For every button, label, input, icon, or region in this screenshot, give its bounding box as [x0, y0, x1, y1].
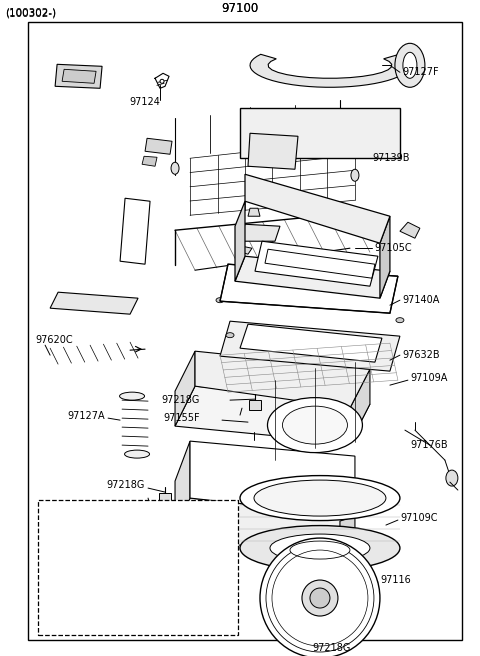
Polygon shape	[400, 222, 420, 238]
Polygon shape	[62, 70, 96, 83]
Ellipse shape	[240, 476, 400, 521]
Polygon shape	[235, 256, 390, 298]
Polygon shape	[299, 632, 311, 642]
Polygon shape	[238, 246, 252, 255]
Ellipse shape	[260, 538, 380, 656]
Text: 97113B: 97113B	[108, 509, 145, 519]
Polygon shape	[190, 441, 355, 516]
Text: (100302-): (100302-)	[5, 9, 56, 18]
Text: 97218G: 97218G	[162, 395, 200, 405]
Polygon shape	[240, 324, 382, 362]
Ellipse shape	[267, 398, 362, 453]
Polygon shape	[245, 174, 390, 243]
Text: 97218G: 97218G	[107, 480, 145, 490]
Text: 97176B: 97176B	[410, 440, 447, 450]
Ellipse shape	[386, 283, 394, 288]
Polygon shape	[248, 208, 260, 216]
Text: 97139B: 97139B	[372, 154, 409, 163]
Polygon shape	[350, 369, 370, 443]
Text: 97127A: 97127A	[68, 411, 105, 421]
Ellipse shape	[120, 392, 144, 400]
Text: AIR CON): AIR CON)	[68, 535, 113, 545]
Ellipse shape	[302, 580, 338, 616]
Text: 97100: 97100	[221, 2, 259, 15]
Ellipse shape	[446, 470, 458, 486]
Ellipse shape	[310, 588, 330, 608]
Text: 97109A: 97109A	[410, 373, 447, 383]
Text: 97155F: 97155F	[163, 413, 200, 423]
Text: (W/FULL AUTO: (W/FULL AUTO	[68, 523, 139, 533]
Ellipse shape	[395, 43, 425, 87]
Text: 97176E: 97176E	[47, 613, 84, 623]
Polygon shape	[175, 351, 195, 426]
Text: 97218G: 97218G	[312, 643, 350, 653]
Polygon shape	[220, 264, 398, 313]
Polygon shape	[195, 351, 370, 408]
Ellipse shape	[254, 480, 386, 516]
Polygon shape	[249, 400, 261, 410]
Ellipse shape	[403, 52, 417, 78]
Ellipse shape	[266, 544, 374, 652]
Ellipse shape	[351, 169, 359, 181]
Text: 97100: 97100	[221, 2, 259, 15]
Polygon shape	[240, 108, 400, 158]
Ellipse shape	[351, 142, 359, 154]
Polygon shape	[340, 516, 355, 556]
Polygon shape	[50, 292, 138, 314]
Text: (100302-): (100302-)	[5, 7, 56, 17]
Polygon shape	[159, 493, 171, 503]
Ellipse shape	[282, 406, 348, 444]
Polygon shape	[380, 216, 390, 298]
Polygon shape	[142, 156, 157, 166]
Ellipse shape	[240, 525, 400, 571]
Text: 97140A: 97140A	[402, 295, 439, 305]
Polygon shape	[175, 441, 190, 538]
Ellipse shape	[124, 450, 150, 458]
Text: 97109C: 97109C	[400, 513, 437, 523]
Text: 97632B: 97632B	[402, 350, 440, 360]
Text: 97124: 97124	[130, 97, 160, 108]
Polygon shape	[240, 224, 280, 241]
Polygon shape	[220, 321, 400, 371]
Polygon shape	[145, 138, 172, 154]
Polygon shape	[175, 386, 370, 443]
Polygon shape	[235, 201, 245, 281]
Text: 97116: 97116	[380, 575, 411, 585]
Ellipse shape	[270, 534, 370, 562]
Ellipse shape	[160, 79, 164, 83]
Polygon shape	[55, 64, 102, 89]
Polygon shape	[250, 54, 410, 87]
Ellipse shape	[216, 298, 224, 302]
Polygon shape	[175, 498, 355, 556]
Ellipse shape	[396, 318, 404, 323]
Ellipse shape	[171, 162, 179, 174]
Ellipse shape	[290, 541, 350, 559]
Polygon shape	[255, 241, 378, 286]
Text: 97620C: 97620C	[35, 335, 73, 345]
Text: 97127F: 97127F	[402, 68, 439, 77]
Polygon shape	[120, 198, 150, 264]
Bar	[38, 500, 238, 635]
Text: 97105C: 97105C	[374, 243, 411, 253]
Polygon shape	[248, 133, 298, 169]
Ellipse shape	[226, 333, 234, 338]
